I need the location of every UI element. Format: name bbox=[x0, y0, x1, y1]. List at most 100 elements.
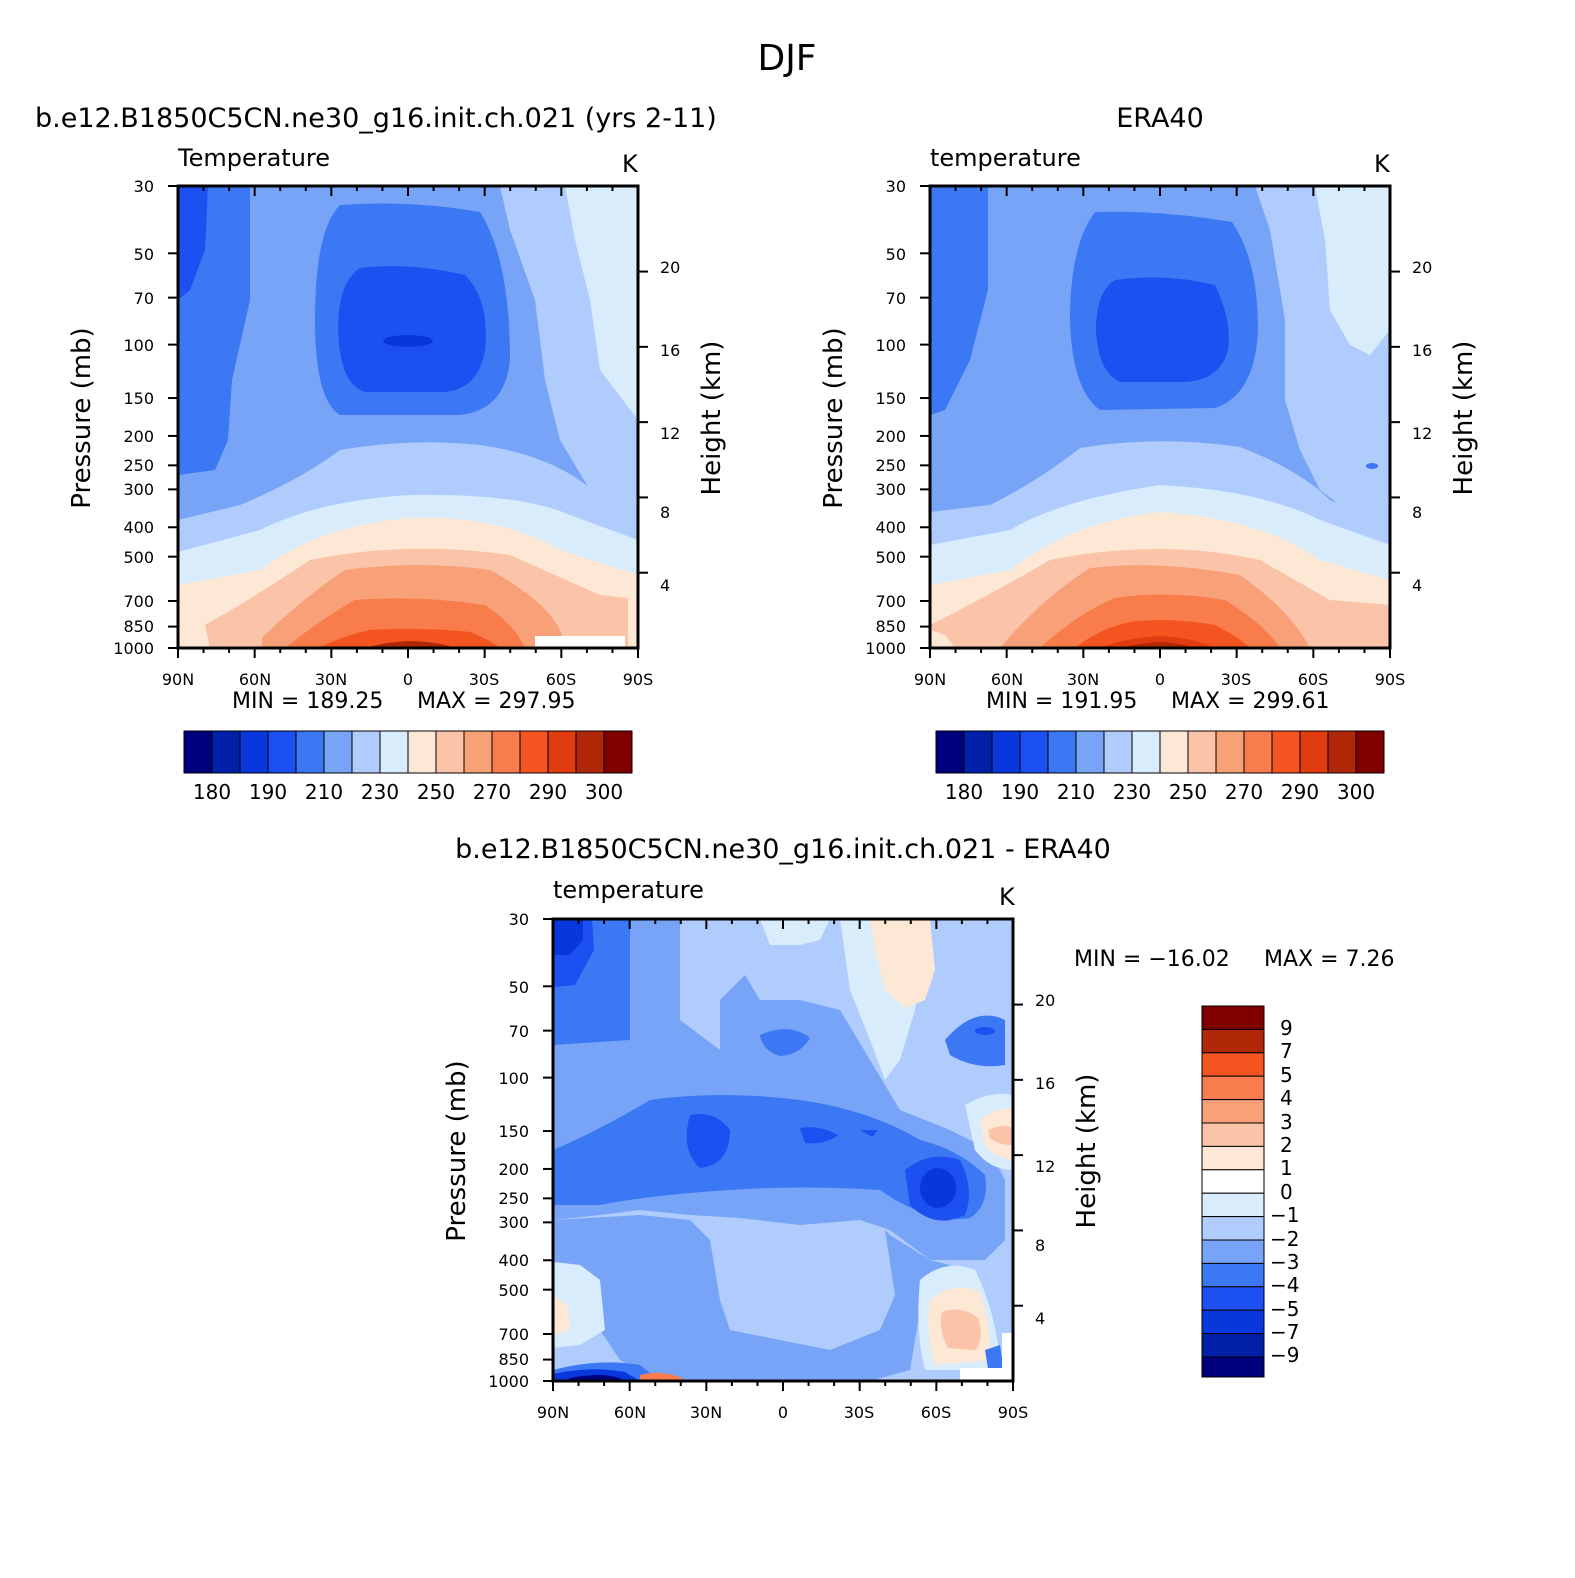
y-tick-label: 850 bbox=[498, 1350, 529, 1369]
y-right-tick-label: 12 bbox=[660, 424, 680, 443]
colorbar-label: 180 bbox=[945, 780, 983, 804]
colorbar-swatch bbox=[239, 730, 269, 774]
colorbar-label: −7 bbox=[1270, 1320, 1299, 1344]
contour-fill bbox=[553, 919, 1013, 1381]
colorbar-swatch bbox=[1103, 730, 1133, 774]
panel-title: ERA40 bbox=[1116, 103, 1204, 134]
y-tick-label: 150 bbox=[123, 389, 154, 408]
colorbar-swatch bbox=[603, 730, 633, 774]
colorbar-swatch bbox=[1201, 1309, 1265, 1335]
colorbar-label: 250 bbox=[417, 780, 455, 804]
colorbar-label: 190 bbox=[1001, 780, 1039, 804]
colorbar-swatch bbox=[1215, 730, 1245, 774]
x-tick-label: 90S bbox=[623, 670, 654, 689]
min-label: MIN = −16.02 bbox=[1074, 947, 1230, 972]
y-right-tick-label: 12 bbox=[1412, 424, 1432, 443]
colorbar-label: −5 bbox=[1270, 1297, 1299, 1321]
x-axis: 90N 60N 30N 0 30S 60S 90S bbox=[914, 670, 1405, 689]
y-axis-left: 30 50 70 100 150 200 250 300 400 500 700… bbox=[113, 177, 154, 658]
y-tick-label: 100 bbox=[123, 336, 154, 355]
y-tick-label: 400 bbox=[498, 1251, 529, 1270]
y-tick-label: 1000 bbox=[865, 639, 906, 658]
colorbar-swatch bbox=[963, 730, 993, 774]
x-tick-label: 0 bbox=[403, 670, 413, 689]
y-right-tick-label: 8 bbox=[660, 503, 670, 522]
colorbar-swatch bbox=[407, 730, 437, 774]
figure-title: DJF bbox=[757, 38, 816, 79]
colorbar-label: 210 bbox=[305, 780, 343, 804]
colorbar-label: 1 bbox=[1280, 1156, 1293, 1180]
y-axis-left: 30 50 70 100 150 200 250 300 400 500 700… bbox=[865, 177, 906, 658]
colorbar-label: 290 bbox=[1281, 780, 1319, 804]
x-tick-label: 60S bbox=[1298, 670, 1329, 689]
colorbar-label: 0 bbox=[1280, 1180, 1293, 1204]
y-tick-label: 150 bbox=[875, 389, 906, 408]
axis-ticks bbox=[168, 185, 1400, 1391]
x-tick-label: 60S bbox=[546, 670, 577, 689]
x-axis: 90N 60N 30N 0 30S 60S 90S bbox=[162, 670, 653, 689]
y-right-tick-label: 4 bbox=[660, 576, 670, 595]
y-tick-label: 850 bbox=[875, 617, 906, 636]
colorbar-swatch bbox=[295, 730, 325, 774]
y-right-tick-label: 8 bbox=[1412, 503, 1422, 522]
y-right-axis-title: Height (km) bbox=[1449, 341, 1479, 496]
colorbar-swatch bbox=[1201, 1356, 1265, 1378]
colorbar-label: −3 bbox=[1270, 1250, 1299, 1274]
colorbar-label: 230 bbox=[361, 780, 399, 804]
y-tick-label: 850 bbox=[123, 617, 154, 636]
y-tick-label: 200 bbox=[123, 427, 154, 446]
colorbar-label: 2 bbox=[1280, 1133, 1293, 1157]
panel-model: b.e12.B1850C5CN.ne30_g16.init.ch.021 (yr… bbox=[35, 103, 727, 804]
y-tick-label: 100 bbox=[875, 336, 906, 355]
units-label: K bbox=[999, 883, 1016, 911]
y-tick-label: 400 bbox=[123, 518, 154, 537]
colorbar-swatch bbox=[519, 730, 549, 774]
panel-era40: ERA40 temperature K 90N 60N 30N bbox=[819, 103, 1479, 804]
colorbar-swatch bbox=[1019, 730, 1049, 774]
colorbar-swatch bbox=[379, 730, 409, 774]
y-axis-title: Pressure (mb) bbox=[442, 1060, 472, 1241]
panel-title: b.e12.B1850C5CN.ne30_g16.init.ch.021 (yr… bbox=[35, 103, 717, 134]
y-right-tick-label: 16 bbox=[1412, 341, 1432, 360]
colorbar-swatch bbox=[1201, 1262, 1265, 1288]
colorbar-label: 190 bbox=[249, 780, 287, 804]
colorbar-label: 3 bbox=[1280, 1110, 1293, 1134]
colorbar-swatch bbox=[1201, 1192, 1265, 1218]
colorbar-swatch bbox=[1327, 730, 1357, 774]
y-right-tick-label: 20 bbox=[1035, 991, 1055, 1010]
y-tick-label: 50 bbox=[509, 978, 529, 997]
x-tick-label: 90S bbox=[1375, 670, 1406, 689]
x-tick-label: 60N bbox=[991, 670, 1023, 689]
colorbar-swatch bbox=[211, 730, 241, 774]
x-tick-label: 0 bbox=[778, 1403, 788, 1422]
colorbar-swatch bbox=[1047, 730, 1077, 774]
colorbar-swatch bbox=[1271, 730, 1301, 774]
y-tick-label: 400 bbox=[875, 518, 906, 537]
colorbar-swatch bbox=[1201, 1122, 1265, 1147]
y-right-tick-label: 4 bbox=[1412, 576, 1422, 595]
colorbar-label: −9 bbox=[1270, 1343, 1299, 1367]
y-tick-label: 300 bbox=[875, 480, 906, 499]
max-label: MAX = 7.26 bbox=[1264, 947, 1395, 972]
y-axis-left: 30 50 70 100 150 200 250 300 400 500 700… bbox=[488, 910, 529, 1391]
colorbar-swatch bbox=[575, 730, 605, 774]
colorbar-swatch bbox=[1201, 1099, 1265, 1124]
colorbar-swatch bbox=[463, 730, 493, 774]
y-tick-label: 200 bbox=[498, 1160, 529, 1179]
y-tick-label: 250 bbox=[123, 456, 154, 475]
colorbar-label: 7 bbox=[1280, 1039, 1293, 1063]
max-label: MAX = 297.95 bbox=[417, 689, 576, 714]
colorbar-swatch bbox=[1159, 730, 1189, 774]
colorbar-swatch bbox=[547, 730, 577, 774]
colorbar-label: 4 bbox=[1280, 1086, 1293, 1110]
colorbar-swatch bbox=[323, 730, 353, 774]
colorbar-swatch bbox=[435, 730, 465, 774]
plot-subtitle: temperature bbox=[553, 876, 704, 904]
colorbar-swatch bbox=[1201, 1028, 1265, 1054]
colorbar-label: 230 bbox=[1113, 780, 1151, 804]
x-tick-label: 30N bbox=[690, 1403, 722, 1422]
x-tick-label: 30S bbox=[844, 1403, 875, 1422]
units-label: K bbox=[622, 150, 639, 178]
plot-subtitle: Temperature bbox=[177, 144, 330, 172]
